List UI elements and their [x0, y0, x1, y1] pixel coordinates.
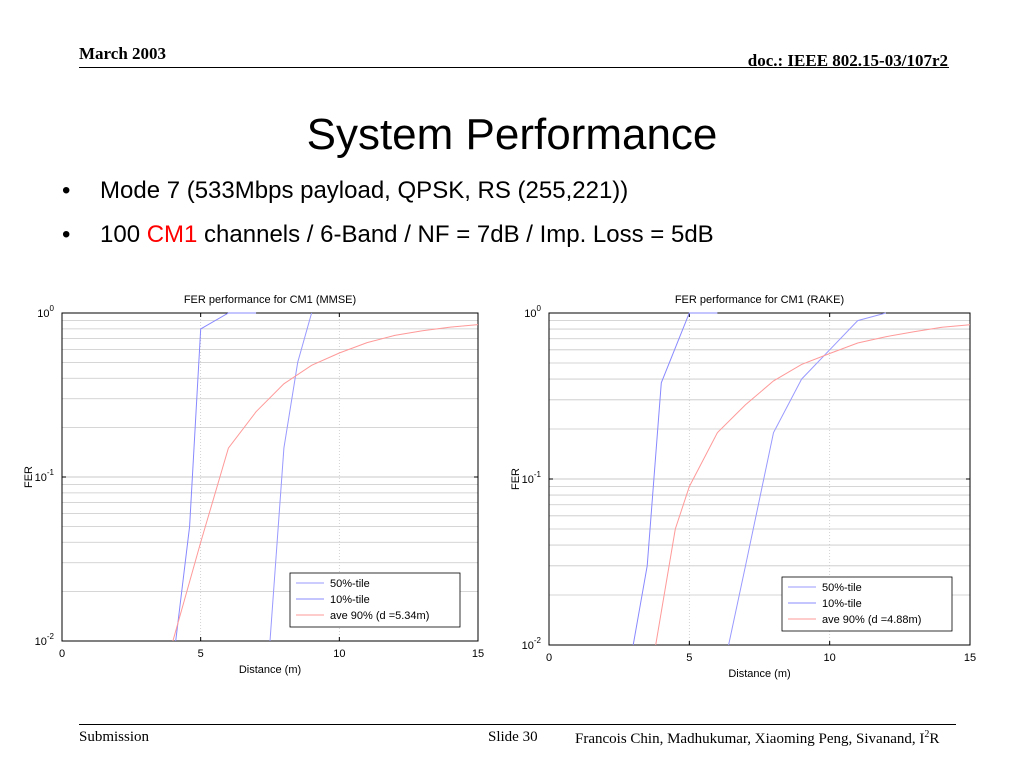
legend-label: 10%-tile: [330, 594, 370, 606]
bullet-prefix: 100: [100, 221, 147, 248]
bullet-text: Mode 7 (533Mbps payload, QPSK, RS (255,2…: [100, 177, 629, 204]
series-line-3: [172, 324, 479, 642]
charts-canvas: FER performance for CM1 (MMSE) 0 5 10 15 Dist…: [23, 294, 976, 680]
bullet-list: • Mode 7 (533Mbps payload, QPSK, RS (255…: [62, 173, 714, 261]
footer-divider: [79, 724, 956, 725]
legend-box: [781, 576, 953, 632]
slide-title: System Performance: [306, 110, 718, 159]
x-tick-label: 0: [546, 652, 552, 664]
legend-label: 50%-tile: [330, 578, 370, 590]
x-tick-label: 10: [824, 652, 836, 664]
header-date: March 2003: [79, 44, 167, 63]
footer-slide-number: Slide 30: [488, 729, 538, 745]
footer-authors-tail: R: [929, 731, 940, 747]
legend-label: 10%-tile: [822, 598, 862, 610]
fer-chart-1: FER performance for CM1 (MMSE) 0 5 10 15 Dist…: [23, 294, 484, 676]
footer-authors: Francois Chin, Madhukumar, Xiaoming Peng…: [575, 729, 939, 748]
chart-title: FER performance for CM1 (RAKE): [675, 294, 844, 306]
footer-authors-text: Francois Chin, Madhukumar, Xiaoming Peng…: [575, 731, 925, 747]
bullet-marker: •: [62, 177, 71, 204]
y-axis-label: FER: [23, 466, 35, 488]
series-line-3: [655, 324, 971, 646]
x-tick-label: 15: [964, 652, 976, 664]
series-line-2: [632, 312, 718, 646]
x-axis-label: Distance (m): [239, 664, 301, 676]
legend-box: [289, 572, 461, 628]
legend-label: ave 90% (d =4.88m): [822, 614, 921, 626]
legend-label: 50%-tile: [822, 582, 862, 594]
y-axis-label: FER: [510, 468, 522, 490]
footer-authors-sup: 2: [924, 729, 930, 740]
x-axis-label: Distance (m): [728, 668, 790, 680]
y-tick-label: 10-2: [35, 632, 55, 648]
bullet-item: • 100 CM1 channels / 6-Band / NF = 7dB /…: [62, 217, 714, 261]
y-tick-label: 100: [524, 304, 541, 320]
x-tick-label: 10: [333, 648, 345, 660]
y-tick-label: 10-1: [522, 470, 542, 486]
x-tick-label: 5: [686, 652, 692, 664]
series-line-2: [175, 312, 257, 642]
header-divider: [79, 67, 949, 68]
bullet-highlight: CM1: [146, 221, 198, 248]
y-tick-label: 10-1: [35, 468, 55, 484]
y-tick-label: 100: [37, 304, 54, 320]
x-tick-label: 15: [472, 648, 484, 660]
series-line-1: [728, 312, 886, 646]
bullet-item: • Mode 7 (533Mbps payload, QPSK, RS (255…: [62, 173, 714, 217]
fer-chart-2: FER performance for CM1 (RAKE) 0 5 10 15 Dist…: [510, 294, 976, 680]
header-doc-id: doc.: IEEE 802.15-03/107r2: [747, 51, 948, 70]
chart-title: FER performance for CM1 (MMSE): [184, 294, 356, 306]
x-tick-label: 5: [198, 648, 204, 660]
x-tick-label: 0: [59, 648, 65, 660]
bullet-suffix: channels / 6-Band / NF = 7dB / Imp. Loss…: [197, 221, 714, 248]
y-tick-label: 10-2: [522, 636, 542, 652]
footer-submission: Submission: [79, 729, 150, 745]
series-line-1: [269, 312, 313, 642]
bullet-marker: •: [62, 221, 71, 248]
legend-label: ave 90% (d =5.34m): [330, 610, 429, 622]
